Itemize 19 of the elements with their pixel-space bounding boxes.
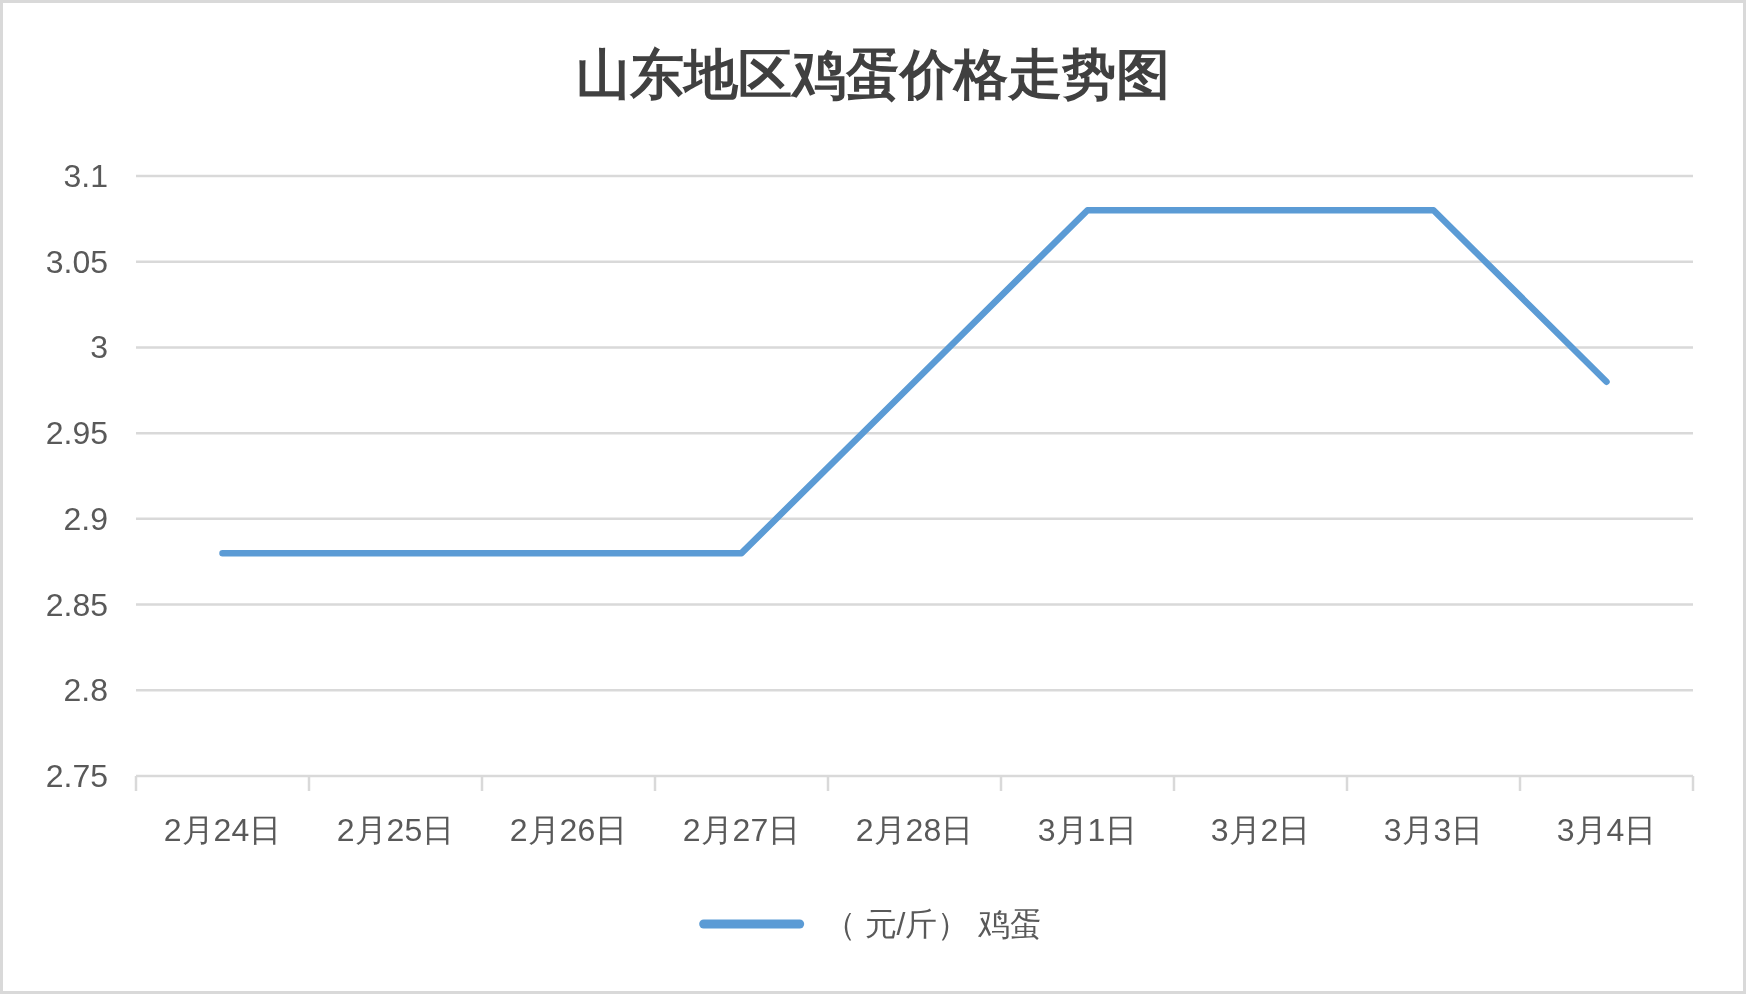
xtick-label: 2月27日 <box>682 812 801 848</box>
title: 山东地区鸡蛋价格走势图 <box>576 45 1170 105</box>
xtick-label: 2月26日 <box>509 812 628 848</box>
ytick-label: 2.75 <box>45 758 108 794</box>
xtick-label: 3月4日 <box>1556 812 1657 848</box>
xtick-label: 2月25日 <box>336 812 455 848</box>
legend-label: （ 元/斤） 鸡蛋 <box>823 906 1043 942</box>
xtick-label: 3月1日 <box>1037 812 1138 848</box>
ytick-label: 2.8 <box>63 672 108 709</box>
ytick-label: 2.9 <box>63 500 108 537</box>
xtick-label: 3月3日 <box>1383 812 1484 848</box>
ytick-label: 2.85 <box>45 586 108 623</box>
ytick-label: 3.1 <box>63 158 108 194</box>
ytick-label: 2.95 <box>45 415 108 452</box>
xtick-label: 2月24日 <box>163 812 282 848</box>
ytick-label: 3 <box>90 329 108 366</box>
ytick-label: 3.05 <box>45 243 108 280</box>
xtick-label: 3月2日 <box>1210 812 1311 848</box>
xtick-label: 2月28日 <box>855 812 974 848</box>
